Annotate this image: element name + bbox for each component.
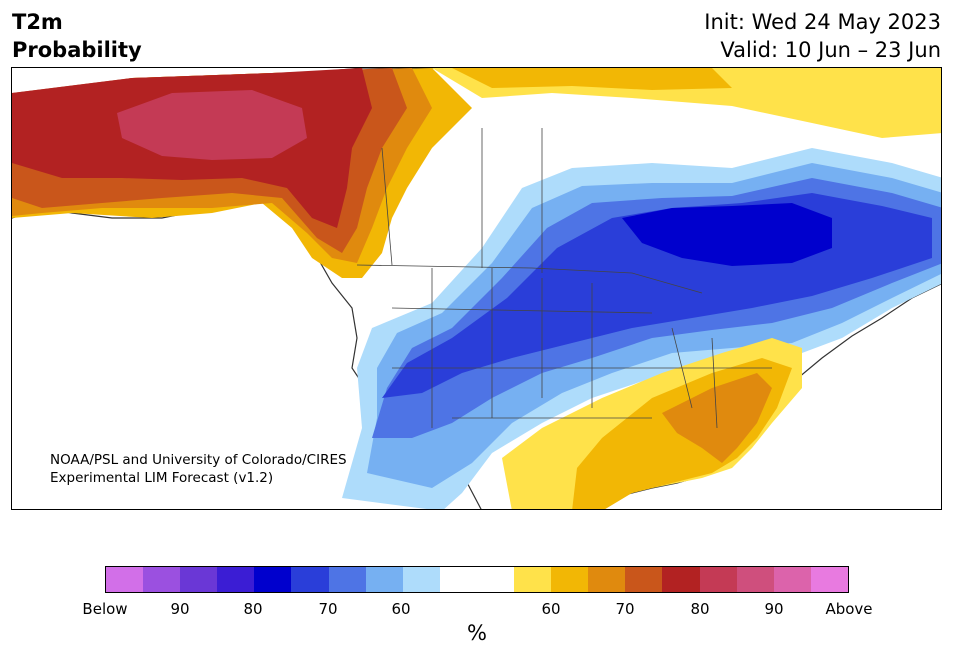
forecast-dates: Init: Wed 24 May 2023 Valid: 10 Jun – 23… [704,8,941,64]
colorbar-segment [291,567,329,592]
colorbar-tick-label: 80 [243,600,263,618]
colorbar-segment [662,567,700,592]
colorbar-segment [439,567,477,592]
colorbar-tick-label: 60 [391,600,411,618]
forecast-credit: NOAA/PSL and University of Colorado/CIRE… [50,451,347,487]
colorbar-tick-label: 90 [170,600,190,618]
warm-amber-region-arctic [452,68,732,90]
colorbar-segment [143,567,181,592]
colorbar-tick-label: 70 [318,600,338,618]
colorbar-segment [514,567,552,592]
colorbar-segment [773,567,811,592]
map-canvas [12,68,941,509]
valid-period: Valid: 10 Jun – 23 Jun [720,38,941,62]
credit-line-2: Experimental LIM Forecast (v1.2) [50,470,274,486]
title-type: Probability [12,38,142,62]
probability-colorbar [105,566,849,593]
credit-line-1: NOAA/PSL and University of Colorado/CIRE… [50,452,347,468]
map-title: T2m Probability [12,8,142,64]
colorbar-segment [476,567,515,592]
colorbar-segment [736,567,774,592]
colorbar-segment [254,567,292,592]
colorbar-segment [217,567,255,592]
colorbar-segment [699,567,737,592]
colorbar-tick-label: 90 [764,600,784,618]
colorbar-tick-label: Above [825,600,873,618]
colorbar-unit-label: % [467,621,487,645]
warm-crimson-region-alaska [117,90,307,160]
colorbar-segment [810,567,848,592]
cool-deep-blue-region [622,203,832,266]
colorbar-segment [625,567,663,592]
colorbar-segment [588,567,626,592]
colorbar-tick-label: 60 [541,600,561,618]
political-borders [356,128,772,429]
colorbar-segment [365,567,403,592]
colorbar-segment [402,567,440,592]
init-date: Init: Wed 24 May 2023 [704,10,941,34]
colorbar-segment [551,567,589,592]
colorbar-tick-label: 70 [615,600,635,618]
colorbar-tick-label: 80 [690,600,710,618]
title-variable: T2m [12,10,63,34]
warm-orange-region-southeast [662,373,772,463]
colorbar-segment [106,567,144,592]
colorbar-segment [328,567,366,592]
forecast-map: NOAA/PSL and University of Colorado/CIRE… [11,67,942,510]
colorbar-tick-label: Below [82,600,128,618]
colorbar-segment [180,567,218,592]
